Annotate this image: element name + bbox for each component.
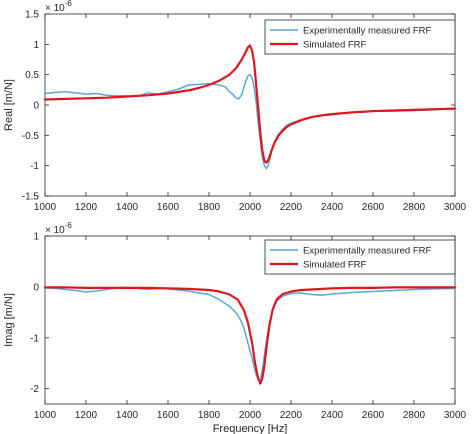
x-tick-label: 2800 (403, 410, 426, 421)
y-exponent-label: × 10-6 (45, 0, 72, 14)
y-axis-label: Imag [m/N] (3, 293, 15, 347)
y-tick-label: -1 (30, 333, 39, 344)
x-tick-label: 2200 (280, 202, 303, 213)
y-tick-label: -1 (30, 161, 39, 172)
x-tick-label: 1400 (116, 202, 139, 213)
legend-entry-label: Experimentally measured FRF (303, 246, 431, 257)
x-tick-label: 1400 (116, 410, 139, 421)
x-tick-label: 2600 (362, 202, 385, 213)
y-tick-label: 0 (33, 101, 39, 112)
x-tick-label: 2400 (321, 202, 344, 213)
imag-part-panel: 1000 1200 1400 1600 1800 2000 2200 2400 2600 2800… (3, 221, 467, 434)
x-tick-label: 2600 (362, 410, 385, 421)
x-tick-label: 2400 (321, 410, 344, 421)
x-tick-label: 2000 (239, 202, 262, 213)
x-tick-label: 1600 (157, 410, 180, 421)
y-tick-label: -0.5 (22, 131, 40, 142)
legend-box (264, 19, 456, 55)
real-part-panel: 1000 1200 1400 1600 1800 2000 2200 2400 2600 2800… (3, 0, 467, 213)
y-tick-label: 1 (33, 40, 39, 51)
legend-entry-label: Simulated FRF (303, 40, 367, 51)
y-tick-label: 0 (33, 282, 39, 293)
x-tick-label: 2800 (403, 202, 426, 213)
legend-entry-label: Simulated FRF (303, 260, 367, 271)
x-tick-label: 1800 (198, 202, 221, 213)
y-tick-label: -2 (30, 384, 39, 395)
x-tick-label: 1600 (157, 202, 180, 213)
y-tick-label: 0.5 (25, 70, 39, 81)
y-tick-label: 1.5 (25, 10, 39, 21)
y-tick-label: 1 (33, 232, 39, 243)
x-tick-label: 3000 (444, 202, 467, 213)
x-tick-label: 1200 (75, 202, 98, 213)
x-tick-label: 2000 (239, 410, 262, 421)
x-tick-label: 1000 (34, 410, 57, 421)
simulated-frf-line (43, 286, 457, 385)
x-tick-label: 3000 (444, 410, 467, 421)
x-tick-label: 1800 (198, 410, 221, 421)
x-tick-label: 2200 (280, 410, 303, 421)
y-exponent-label: × 10-6 (45, 221, 72, 236)
x-tick-label: 1200 (75, 410, 98, 421)
y-axis-label: Real [m/N] (3, 79, 15, 131)
x-tick-label: 1000 (34, 202, 57, 213)
legend-box (264, 239, 456, 275)
legend-entry-label: Experimentally measured FRF (303, 26, 431, 37)
y-tick-label: -1.5 (22, 192, 40, 203)
simulated-frf-line (43, 44, 457, 164)
x-axis-label: Frequency [Hz] (213, 423, 288, 434)
